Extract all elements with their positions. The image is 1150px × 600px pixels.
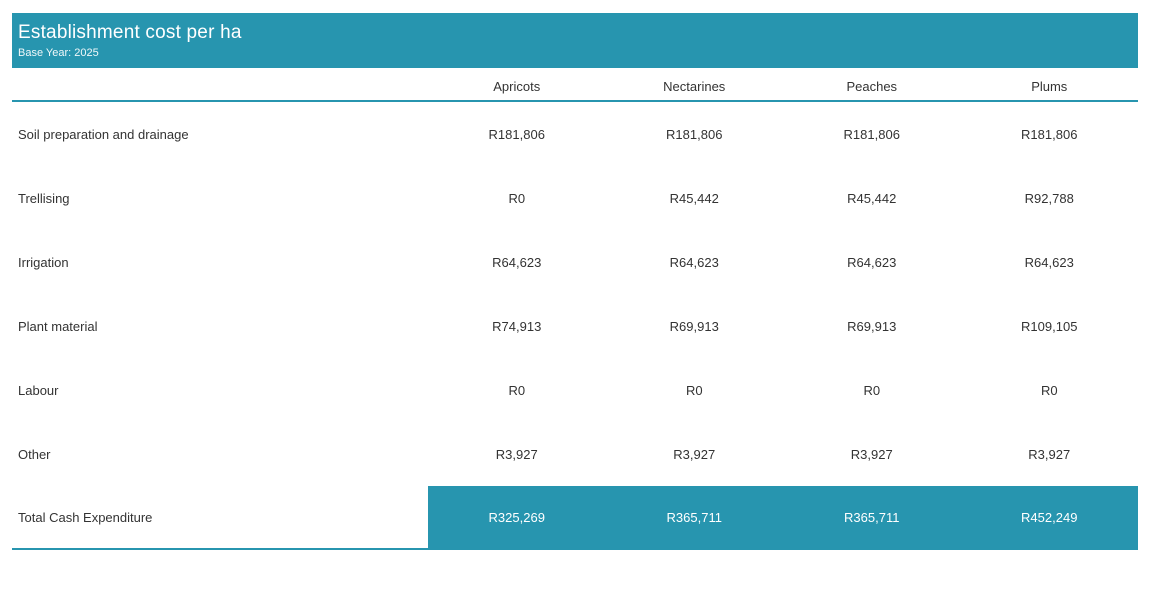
row-label[interactable]: Soil preparation and drainage [18, 126, 189, 142]
table-cell[interactable]: R64,623 [1024, 254, 1074, 270]
table-cell[interactable]: R69,913 [669, 318, 719, 334]
table-cell[interactable]: R45,442 [847, 190, 897, 206]
total-cell[interactable]: R365,711 [783, 486, 961, 548]
column-header-plums[interactable]: Plums [1031, 79, 1068, 94]
row-label[interactable]: Labour [18, 382, 59, 398]
table-row: Irrigation R64,623 R64,623 R64,623 R64,6… [12, 230, 1138, 294]
table-cell[interactable]: R64,623 [492, 254, 542, 270]
table-row: Trellising R0 R45,442 R45,442 R92,788 [12, 166, 1138, 230]
table-cell[interactable]: R181,806 [843, 126, 900, 142]
cost-table: Apricots Nectarines Peaches Plums Soil p… [12, 68, 1138, 550]
table-cell[interactable]: R0 [1040, 382, 1058, 398]
table-cell[interactable]: R109,105 [1021, 318, 1078, 334]
total-row: Total Cash Expenditure R325,269 R365,711… [12, 486, 1138, 550]
table-cell[interactable]: R181,806 [1021, 126, 1078, 142]
column-header-apricots[interactable]: Apricots [493, 79, 541, 94]
column-header-nectarines[interactable]: Nectarines [663, 79, 726, 94]
row-label[interactable]: Other [18, 446, 51, 462]
total-cell[interactable]: R365,711 [605, 486, 783, 548]
table-cell[interactable]: R181,806 [666, 126, 723, 142]
table-row: Soil preparation and drainage R181,806 R… [12, 102, 1138, 166]
table-row: Other R3,927 R3,927 R3,927 R3,927 [12, 422, 1138, 486]
row-label[interactable]: Trellising [18, 190, 70, 206]
table-cell[interactable]: R3,927 [850, 446, 893, 462]
page-subtitle: Base Year: 2025 [18, 46, 99, 59]
page-title: Establishment cost per ha [18, 22, 242, 44]
total-cell[interactable]: R452,249 [960, 486, 1138, 548]
table-row: Plant material R74,913 R69,913 R69,913 R… [12, 294, 1138, 358]
table-cell[interactable]: R92,788 [1024, 190, 1074, 206]
row-label[interactable]: Plant material [18, 318, 98, 334]
table-cell[interactable]: R0 [508, 190, 526, 206]
table-cell[interactable]: R3,927 [495, 446, 538, 462]
table-cell[interactable]: R0 [863, 382, 881, 398]
table-cell[interactable]: R3,927 [1028, 446, 1071, 462]
corner-cell [12, 68, 428, 100]
title-bar: Establishment cost per ha Base Year: 202… [12, 13, 1138, 68]
column-header-peaches[interactable]: Peaches [846, 79, 898, 94]
table-cell[interactable]: R69,913 [847, 318, 897, 334]
table-row: Labour R0 R0 R0 R0 [12, 358, 1138, 422]
table-cell[interactable]: R64,623 [669, 254, 719, 270]
table-cell[interactable]: R0 [508, 382, 526, 398]
row-label[interactable]: Irrigation [18, 254, 69, 270]
table-cell[interactable]: R74,913 [492, 318, 542, 334]
table-cell[interactable]: R64,623 [847, 254, 897, 270]
total-cell[interactable]: R325,269 [428, 486, 606, 548]
table-cell[interactable]: R3,927 [673, 446, 716, 462]
total-row-label[interactable]: Total Cash Expenditure [18, 509, 153, 525]
table-cell[interactable]: R45,442 [669, 190, 719, 206]
table-header-row: Apricots Nectarines Peaches Plums [12, 68, 1138, 102]
table-cell[interactable]: R181,806 [488, 126, 545, 142]
table-cell[interactable]: R0 [685, 382, 703, 398]
dashboard: Establishment cost per ha Base Year: 202… [12, 13, 1138, 550]
